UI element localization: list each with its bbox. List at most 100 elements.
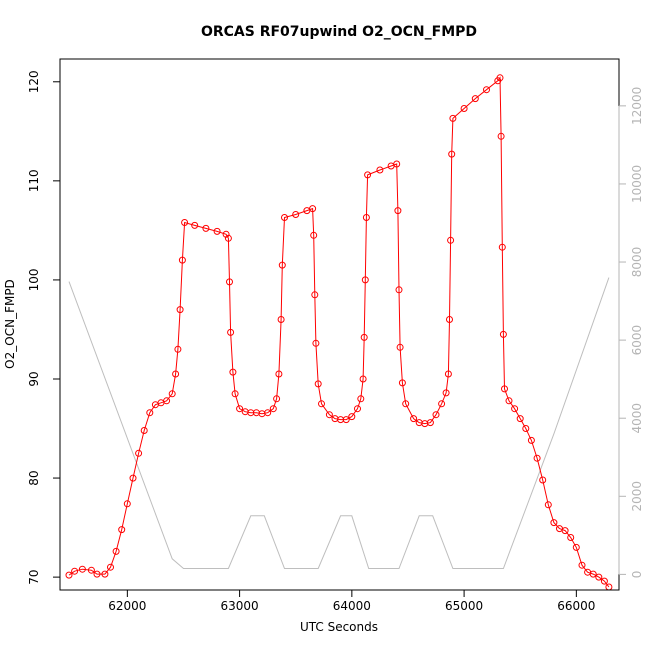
data-point [236, 405, 244, 413]
data-point [361, 276, 369, 284]
data-point [595, 573, 603, 581]
data-point [426, 419, 434, 427]
data-point [442, 389, 450, 397]
data-point [93, 570, 101, 578]
right-y-tick-label: 4000 [630, 403, 644, 434]
data-point [539, 476, 547, 484]
y-tick-label: 100 [27, 268, 41, 291]
data-point [364, 171, 372, 179]
data-point [163, 397, 171, 405]
data-point [578, 561, 586, 569]
data-point [501, 385, 508, 393]
data-point [447, 236, 455, 244]
data-point [213, 227, 221, 235]
data-point [567, 534, 575, 541]
x-tick-label: 64000 [333, 599, 371, 613]
data-point [600, 577, 608, 585]
data-point [325, 411, 333, 419]
data-point [505, 397, 513, 405]
chart-title: ORCAS RF07upwind O2_OCN_FMPD [201, 24, 477, 40]
data-point [550, 519, 558, 527]
data-point [362, 214, 370, 221]
data-point [511, 405, 519, 413]
data-point [231, 390, 239, 398]
data-point [277, 316, 285, 323]
data-point [71, 567, 79, 575]
y-axis: 70 80 90 100 110 120 [27, 70, 60, 585]
right-y-tick-label: 10000 [630, 165, 644, 203]
data-point [533, 454, 541, 462]
right-y-tick-label: 8000 [630, 247, 644, 278]
data-point [176, 306, 184, 314]
right-y-axis: 0 2000 4000 6000 8000 10000 12000 [618, 87, 644, 578]
data-point [181, 219, 189, 226]
right-y-tick-label: 2000 [630, 481, 644, 512]
data-point [497, 132, 505, 140]
data-point [310, 231, 318, 239]
data-point [410, 415, 418, 423]
y-tick-label: 90 [27, 371, 41, 386]
x-tick-label: 66000 [557, 599, 595, 613]
data-point [275, 370, 283, 378]
data-point [309, 205, 317, 213]
data-point [168, 390, 176, 398]
data-point [78, 565, 86, 573]
plot-area [59, 58, 620, 591]
secondary-series-layer [68, 277, 610, 569]
data-point [446, 316, 453, 323]
data-point [107, 563, 114, 571]
x-tick-label: 63000 [221, 599, 259, 613]
data-point [393, 160, 401, 168]
data-point [460, 105, 468, 112]
data-point [269, 405, 277, 413]
data-point [561, 527, 569, 535]
data-point [342, 416, 350, 424]
data-point [544, 501, 552, 509]
data-point [229, 368, 237, 376]
data-point [312, 339, 320, 347]
data-point [273, 395, 281, 403]
data-point [498, 243, 506, 251]
data-point [264, 409, 272, 417]
data-point [402, 400, 410, 408]
data-point [278, 261, 286, 269]
data-point [395, 286, 403, 294]
data-point [471, 95, 479, 103]
data-point [438, 400, 446, 408]
data-point [311, 291, 319, 299]
right-y-tick-label: 12000 [630, 87, 644, 125]
y-tick-label: 70 [27, 569, 41, 584]
data-point [281, 214, 288, 221]
right-y-tick-label: 6000 [630, 325, 644, 356]
data-point [527, 436, 535, 444]
x-axis-title: UTC Seconds [300, 620, 378, 634]
data-point [292, 211, 300, 218]
data-point [178, 256, 186, 264]
data-point [202, 224, 210, 232]
data-point [483, 86, 490, 94]
secondary-series-line [68, 277, 610, 569]
data-point [348, 413, 356, 421]
data-point [101, 570, 109, 578]
data-point [354, 405, 361, 413]
data-point [496, 74, 504, 82]
data-point [522, 425, 530, 432]
data-point [499, 330, 507, 338]
data-point [314, 380, 322, 388]
y-tick-label: 120 [27, 70, 41, 93]
data-point [174, 345, 182, 353]
data-point [140, 427, 148, 434]
y-tick-label: 110 [27, 169, 41, 192]
x-axis: 62000 63000 64000 65000 66000 [108, 590, 595, 613]
data-point [444, 370, 452, 378]
x-tick-label: 62000 [108, 599, 146, 613]
data-point [396, 343, 404, 351]
data-point [227, 328, 235, 336]
data-point [226, 278, 233, 286]
data-point [394, 207, 402, 215]
data-point [135, 449, 143, 457]
data-point [87, 566, 95, 574]
y-axis-title: O2_OCN_FMPD [3, 279, 17, 369]
